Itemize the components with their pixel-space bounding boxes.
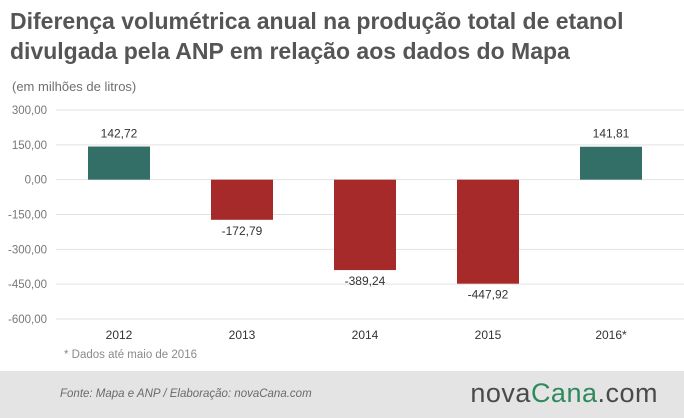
value-labels: 142,72 -172,79 -389,24 -447,92 141,81 bbox=[101, 127, 630, 302]
x-tick-label: 2015 bbox=[475, 328, 502, 342]
value-label: 141,81 bbox=[593, 127, 630, 141]
chart-title-line1: Diferença volumétrica anual na produção … bbox=[10, 8, 624, 34]
y-tick-label: -300,00 bbox=[8, 244, 47, 256]
novacana-logo: novaCana.com bbox=[470, 378, 658, 409]
y-tick-label: 300,00 bbox=[12, 105, 47, 117]
x-tick-label: 2014 bbox=[352, 328, 379, 342]
x-tick-label: 2012 bbox=[106, 328, 133, 342]
y-tick-label: -450,00 bbox=[8, 279, 47, 291]
logo-part-cana: Cana bbox=[530, 378, 598, 408]
chart-title: Diferença volumétrica anual na produção … bbox=[10, 6, 676, 66]
bar-2014 bbox=[334, 179, 396, 271]
chart-title-line2: divulgada pela ANP em relação aos dados … bbox=[10, 38, 570, 64]
bar-2015 bbox=[457, 179, 519, 284]
footer-bar: Fonte: Mapa e ANP / Elaboração: novaCana… bbox=[0, 371, 684, 418]
x-tick-label: 2013 bbox=[229, 328, 256, 342]
value-label: -389,24 bbox=[345, 274, 386, 288]
value-label: -172,79 bbox=[222, 224, 263, 238]
bar-2013 bbox=[211, 179, 273, 220]
y-tick-label: 0,00 bbox=[25, 175, 47, 187]
y-tick-label: 150,00 bbox=[12, 140, 47, 152]
value-label: 142,72 bbox=[101, 127, 138, 141]
x-axis-tick-labels: 2012 2013 2014 2015 2016* bbox=[106, 328, 627, 342]
chart-subtitle: (em milhões de litros) bbox=[12, 79, 137, 94]
logo-part-com: .com bbox=[597, 378, 658, 408]
logo-part-nova: nova bbox=[470, 378, 531, 408]
bar-chart: 300,00 150,00 0,00 -150,00 -300,00 -450,00 -60… bbox=[8, 105, 684, 342]
bar-2016* bbox=[580, 146, 642, 180]
x-tick-label: 2016* bbox=[595, 328, 627, 342]
footnote: * Dados até maio de 2016 bbox=[64, 349, 197, 361]
bars bbox=[88, 146, 642, 284]
y-tick-label: -600,00 bbox=[8, 314, 47, 326]
source-credit: Fonte: Mapa e ANP / Elaboração: novaCana… bbox=[60, 388, 312, 400]
y-axis-tick-labels: 300,00 150,00 0,00 -150,00 -300,00 -450,00 -60… bbox=[8, 105, 47, 326]
bar-2012 bbox=[88, 146, 150, 180]
y-tick-label: -150,00 bbox=[8, 210, 47, 222]
value-label: -447,92 bbox=[468, 288, 509, 302]
